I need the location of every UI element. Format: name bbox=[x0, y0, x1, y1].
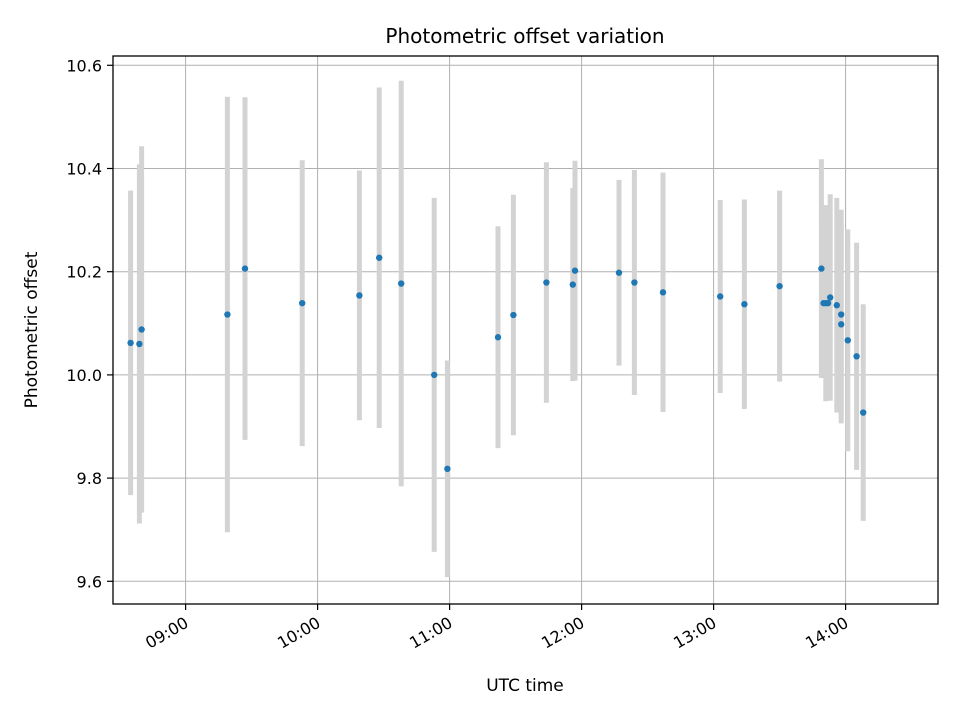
data-point bbox=[818, 265, 825, 272]
data-points bbox=[127, 254, 867, 473]
data-point bbox=[224, 311, 231, 318]
data-point bbox=[838, 311, 845, 318]
x-tick-label: 10:00 bbox=[274, 613, 323, 653]
x-axis-title: UTC time bbox=[486, 676, 564, 696]
data-point bbox=[776, 282, 783, 290]
x-tick-label: 09:00 bbox=[142, 613, 191, 653]
x-tick-label: 12:00 bbox=[538, 613, 587, 653]
data-point bbox=[356, 292, 363, 299]
data-point bbox=[827, 294, 834, 301]
data-point bbox=[510, 311, 517, 319]
data-point bbox=[127, 339, 134, 347]
y-tick-label: 10.0 bbox=[66, 366, 102, 385]
y-tick-label: 10.6 bbox=[66, 56, 102, 75]
data-point bbox=[838, 321, 845, 328]
data-point bbox=[824, 299, 832, 307]
data-point bbox=[431, 371, 438, 379]
data-point bbox=[444, 465, 451, 473]
axis-ticks: 09:00 10:00 11:00 12:00 13:00 14:00 9.6 9.8 10.0… bbox=[66, 56, 851, 652]
data-point bbox=[138, 326, 145, 333]
data-point bbox=[853, 353, 860, 360]
data-point bbox=[860, 409, 867, 416]
error-bars bbox=[128, 80, 866, 578]
grid bbox=[113, 56, 938, 604]
data-point bbox=[631, 279, 638, 286]
data-point bbox=[241, 265, 249, 272]
data-point bbox=[741, 300, 748, 308]
x-tick-label: 11:00 bbox=[406, 613, 455, 653]
data-point bbox=[299, 299, 306, 307]
y-tick-label: 10.2 bbox=[66, 263, 102, 282]
data-point bbox=[376, 254, 383, 261]
data-point bbox=[833, 302, 840, 309]
y-tick-label: 9.8 bbox=[77, 469, 102, 488]
x-tick-label: 14:00 bbox=[802, 613, 851, 653]
chart-title: Photometric offset variation bbox=[385, 24, 664, 48]
data-point bbox=[717, 293, 724, 300]
y-tick-label: 10.4 bbox=[66, 159, 102, 178]
x-tick-label: 13:00 bbox=[670, 613, 719, 653]
plot-frame bbox=[112, 55, 939, 605]
data-point bbox=[543, 279, 550, 286]
data-point bbox=[615, 269, 623, 276]
data-point bbox=[136, 340, 143, 348]
data-point bbox=[844, 337, 851, 344]
data-point bbox=[659, 289, 667, 296]
data-point bbox=[398, 280, 405, 287]
data-point bbox=[494, 334, 502, 341]
y-axis-title: Photometric offset bbox=[22, 251, 42, 408]
data-point bbox=[571, 267, 579, 274]
y-tick-label: 9.6 bbox=[77, 572, 102, 591]
data-point bbox=[569, 281, 576, 288]
